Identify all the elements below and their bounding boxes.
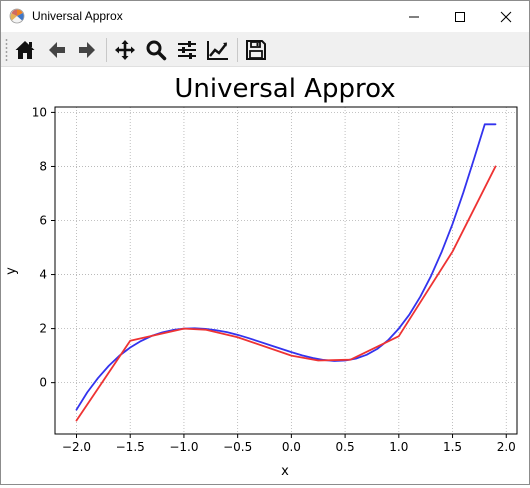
toolbar-grip[interactable]: [5, 38, 8, 62]
chart-title: Universal Approx: [174, 74, 395, 104]
back-arrow-icon: [49, 42, 65, 58]
pan-button[interactable]: [112, 37, 138, 63]
maximize-button[interactable]: [437, 1, 483, 32]
close-icon: [500, 11, 512, 22]
y-tick-label: 10: [32, 105, 47, 119]
matplotlib-logo-icon: [9, 8, 25, 24]
series-line-red: [75, 165, 497, 422]
home-icon: [15, 41, 35, 59]
save-floppy-icon: [246, 40, 266, 60]
y-axis-label: y: [4, 267, 19, 275]
figure-canvas[interactable]: −2.0 −1.5 −1.0 −0.5 0.0 0.5 1.0 1.5 2.0 0 2 4 6 8 10 U…: [1, 67, 529, 484]
x-tick-label: 0.5: [336, 440, 355, 454]
navigation-toolbar: [1, 32, 529, 67]
x-tick-label: 1.5: [443, 440, 462, 454]
title-bar[interactable]: Universal Approx: [1, 1, 529, 32]
x-tick-label: 1.0: [389, 440, 408, 454]
axes-frame: [54, 106, 518, 435]
x-tick-label: −2.0: [62, 440, 91, 454]
line-chart[interactable]: −2.0 −1.5 −1.0 −0.5 0.0 0.5 1.0 1.5 2.0 0 2 4 6 8 10 U…: [1, 67, 529, 484]
toolbar-separator: [106, 38, 107, 62]
save-button[interactable]: [243, 37, 269, 63]
y-tick-label: 0: [39, 376, 47, 390]
maximize-icon: [455, 11, 465, 22]
zoom-button[interactable]: [143, 37, 169, 63]
y-tick-label: 6: [39, 214, 47, 228]
series-line-blue: [75, 123, 497, 411]
x-tick-label: 2.0: [497, 440, 516, 454]
close-button[interactable]: [483, 1, 529, 32]
configure-subplots-icon: [178, 41, 196, 59]
back-button[interactable]: [44, 37, 70, 63]
y-tick-label: 2: [39, 322, 47, 336]
y-tick-label: 4: [39, 268, 47, 282]
forward-arrow-icon: [79, 42, 95, 58]
x-axis-label: x: [281, 464, 289, 479]
configure-subplots-button[interactable]: [174, 37, 200, 63]
minimize-button[interactable]: [391, 1, 437, 32]
edit-axis-icon: [207, 41, 228, 60]
x-tick-label: −1.0: [169, 440, 198, 454]
pan-move-icon: [115, 40, 135, 60]
window-title: Universal Approx: [32, 9, 123, 23]
home-button[interactable]: [12, 37, 38, 63]
x-tick-label: −0.5: [223, 440, 252, 454]
edit-axis-button[interactable]: [205, 37, 231, 63]
minimize-icon: [409, 16, 419, 17]
x-tick-label: −1.5: [116, 440, 145, 454]
zoom-magnifier-icon: [146, 40, 167, 61]
toolbar-separator: [237, 38, 238, 62]
y-tick-label: 8: [39, 159, 47, 173]
forward-button[interactable]: [74, 37, 100, 63]
x-tick-label: 0.0: [282, 440, 301, 454]
